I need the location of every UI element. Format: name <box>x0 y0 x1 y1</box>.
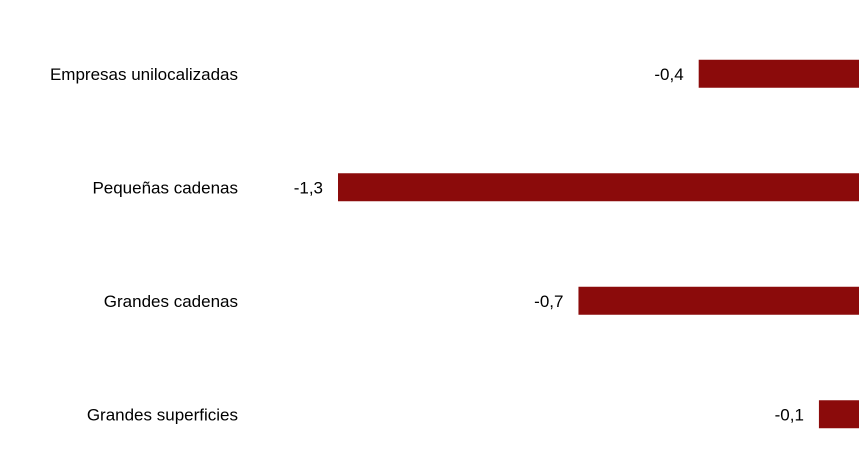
bar <box>338 173 859 202</box>
category-label: Pequeñas cadenas <box>92 178 238 197</box>
value-label: -0,4 <box>654 65 683 84</box>
value-label: -1,3 <box>294 178 323 197</box>
bar <box>578 286 859 315</box>
value-label: -0,1 <box>775 405 804 424</box>
category-label: Grandes superficies <box>87 405 238 424</box>
value-label: -0,7 <box>534 292 563 311</box>
bar <box>698 59 859 88</box>
category-label: Empresas unilocalizadas <box>50 65 238 84</box>
bar <box>818 400 859 429</box>
category-label: Grandes cadenas <box>104 292 238 311</box>
